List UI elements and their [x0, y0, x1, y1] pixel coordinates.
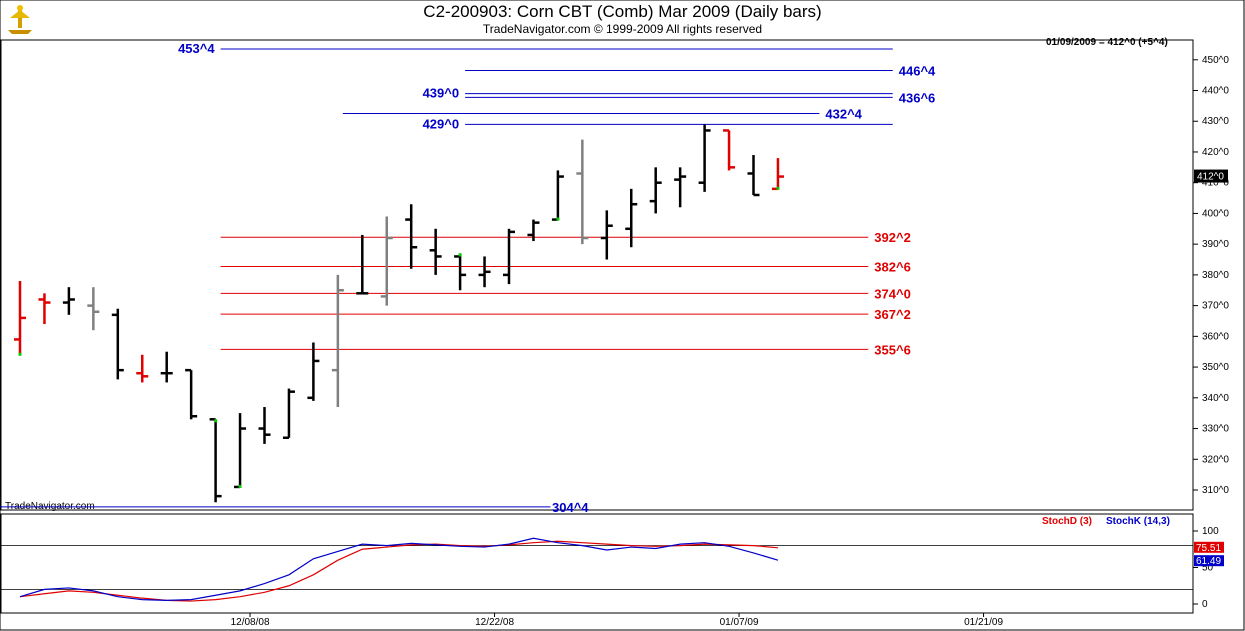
tick-dot [776, 186, 780, 190]
price-y-tick-label: 340^0 [1202, 393, 1229, 404]
level-label: 453^4 [178, 41, 215, 56]
x-tick-label: 12/08/08 [231, 617, 270, 628]
stoch-y-tick-label: 50 [1202, 563, 1214, 574]
stochk-line [19, 537, 779, 601]
stoch-y-tick-label: 0 [1202, 599, 1208, 610]
trade-navigator-logo-icon [8, 5, 32, 34]
last-price-label: 412^0 [1197, 172, 1224, 183]
price-y-tick-label: 430^0 [1202, 116, 1229, 127]
stoch-y-tick-label: 100 [1202, 526, 1219, 537]
stochk-last-label: 61.49 [1196, 556, 1221, 567]
price-y-tick-label: 440^0 [1202, 86, 1229, 97]
legend-stochk: StochK (14,3) [1106, 516, 1170, 527]
tick-dot [556, 217, 560, 221]
level-label: 429^0 [423, 116, 460, 131]
level-label: 304^4 [552, 500, 589, 515]
x-tick-label: 01/21/09 [964, 617, 1003, 628]
stochk-last-box [1194, 555, 1224, 567]
chart-title: C2-200903: Corn CBT (Comb) Mar 2009 (Dai… [423, 2, 822, 21]
level-label: 374^0 [874, 286, 911, 301]
level-label: 439^0 [423, 86, 460, 101]
price-y-tick-label: 420^0 [1202, 147, 1229, 158]
stochd-line [19, 540, 779, 602]
level-label: 446^4 [899, 64, 936, 79]
price-y-tick-label: 410^0 [1202, 178, 1229, 189]
stochd-last-label: 75.51 [1196, 543, 1221, 554]
price-y-tick-label: 450^0 [1202, 55, 1229, 66]
level-label: 367^2 [874, 307, 911, 322]
price-y-tick-label: 370^0 [1202, 301, 1229, 312]
price-y-tick-label: 360^0 [1202, 331, 1229, 342]
legend-stochd: StochD (3) [1042, 516, 1092, 527]
price-panel-frame [0, 39, 1194, 511]
price-y-tick-label: 310^0 [1202, 485, 1229, 496]
tick-dot [458, 253, 462, 257]
level-label: 382^6 [874, 259, 911, 274]
tick-dot [238, 484, 242, 488]
stochd-last-box [1194, 541, 1224, 553]
price-y-tick-label: 390^0 [1202, 239, 1229, 250]
price-y-tick-label: 400^0 [1202, 208, 1229, 219]
quote-stamp: 01/09/2009 = 412^0 (+5^4) [1046, 37, 1168, 48]
tick-dot [18, 352, 22, 356]
price-y-tick-label: 380^0 [1202, 270, 1229, 281]
x-tick-label: 01/07/09 [720, 617, 759, 628]
copyright-text: TradeNavigator.com © 1999-2009 All right… [482, 22, 763, 36]
level-label: 436^6 [899, 90, 936, 105]
price-y-tick-label: 320^0 [1202, 454, 1229, 465]
last-price-box [1194, 169, 1228, 183]
stoch-panel-frame [0, 513, 1194, 614]
price-y-tick-label: 350^0 [1202, 362, 1229, 373]
level-label: 392^2 [874, 230, 911, 245]
x-tick-label: 12/22/08 [475, 617, 514, 628]
price-y-tick-label: 330^0 [1202, 424, 1229, 435]
tick-dot [214, 419, 218, 423]
level-label: 432^4 [825, 107, 862, 122]
level-label: 355^6 [874, 342, 911, 357]
